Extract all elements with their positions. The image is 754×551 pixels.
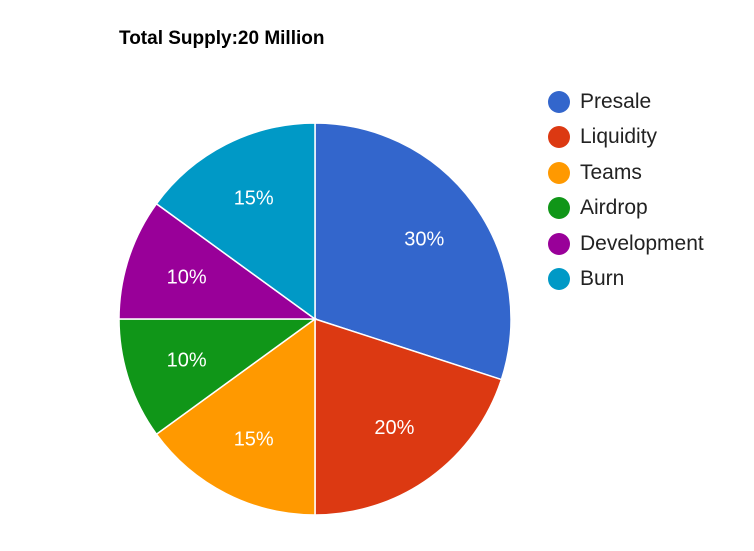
- pie-slice-development[interactable]: [118, 202, 318, 320]
- pie-slice-labels: 30% 20% 15% 10% 10% 15%: [167, 188, 445, 451]
- pie-label-development: 10%: [167, 266, 207, 288]
- legend-swatch-burn: [548, 268, 570, 291]
- pie-slices: [118, 122, 512, 516]
- legend-swatch-airdrop: [548, 197, 570, 220]
- legend-swatch-development: [548, 232, 570, 255]
- chart-title: Total Supply:20 Million: [119, 28, 325, 49]
- legend-label-liquidity: Liquidity: [580, 125, 658, 149]
- pie-label-presale: 30%: [404, 229, 444, 251]
- legend-item-liquidity[interactable]: Liquidity: [548, 120, 704, 156]
- pie-label-liquidity: 20%: [374, 417, 414, 439]
- pie-label-teams: 15%: [234, 428, 274, 450]
- legend-label-burn: Burn: [580, 267, 625, 291]
- legend-item-teams[interactable]: Teams: [548, 155, 704, 191]
- pie-slice-burn[interactable]: [155, 122, 316, 321]
- legend-item-burn[interactable]: Burn: [548, 262, 704, 298]
- legend-label-airdrop: Airdrop: [580, 196, 648, 220]
- pie-slice-liquidity[interactable]: [314, 317, 503, 516]
- pie-label-airdrop: 10%: [167, 350, 207, 372]
- legend-swatch-liquidity: [548, 126, 570, 149]
- legend-label-development: Development: [580, 231, 704, 255]
- legend-swatch-presale: [548, 90, 570, 113]
- legend-label-presale: Presale: [580, 89, 652, 113]
- pie-label-burn: 15%: [234, 188, 274, 210]
- chart-legend: Presale Liquidity Teams Airdrop Developm…: [548, 84, 704, 297]
- pie-slice-teams[interactable]: [155, 317, 316, 516]
- legend-item-airdrop[interactable]: Airdrop: [548, 191, 704, 227]
- legend-item-presale[interactable]: Presale: [548, 84, 704, 120]
- pie-slice-presale[interactable]: [314, 122, 512, 381]
- legend-item-development[interactable]: Development: [548, 226, 704, 262]
- legend-label-teams: Teams: [580, 160, 642, 184]
- pie-slice-airdrop[interactable]: [118, 318, 318, 436]
- legend-swatch-teams: [548, 161, 570, 184]
